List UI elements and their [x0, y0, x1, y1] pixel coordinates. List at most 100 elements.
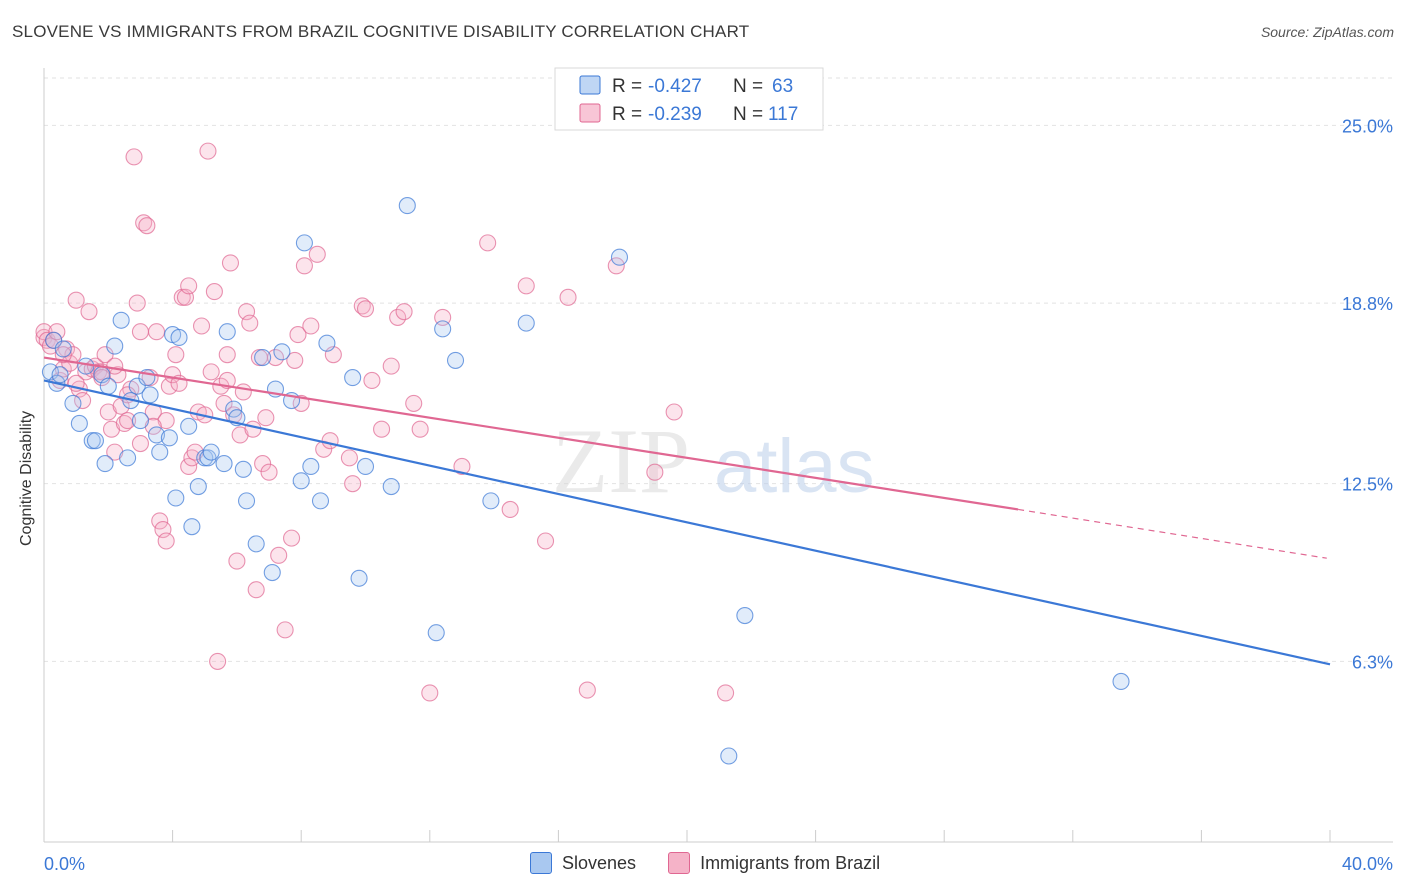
slovenes-point-11 — [96, 455, 114, 473]
brazil-point-5 — [48, 323, 66, 341]
brazil-point-71 — [270, 546, 288, 564]
brazil-point-75 — [289, 326, 307, 344]
brazil-point-1 — [35, 323, 53, 341]
brazil-point-90 — [405, 394, 423, 412]
brazil-point-65 — [241, 314, 259, 332]
slovenes-point-32 — [202, 443, 220, 461]
trend-line-slovenes — [43, 379, 1331, 666]
brazil-point-61 — [228, 552, 246, 570]
slovenes-point-63 — [720, 747, 738, 765]
brazil-point-27 — [119, 412, 137, 430]
x-tick-label-0: 0.0% — [44, 854, 85, 874]
slovenes-point-20 — [141, 386, 159, 404]
slovenes-point-37 — [234, 460, 252, 478]
legend-n-value-2: 117 — [768, 104, 798, 125]
slovenes-point-17 — [128, 377, 146, 395]
slovenes-point-33 — [215, 455, 233, 473]
brazil-point-37 — [151, 512, 169, 530]
brazil-point-78 — [302, 317, 320, 335]
y-tick-label-2: 12.5% — [1342, 475, 1393, 495]
slovenes-point-12 — [99, 377, 117, 395]
slovenes-point-22 — [151, 443, 169, 461]
legend-n-label-2: N = — [733, 104, 763, 125]
legend-top: R = -0.427 N = 63 R = -0.239 N = 117 — [554, 67, 824, 131]
brazil-point-67 — [247, 581, 265, 599]
brazil-point-69 — [254, 455, 272, 473]
y-tick-label-1: 18.8% — [1342, 294, 1393, 314]
source-label: Source: ZipAtlas.com — [1260, 24, 1394, 40]
slovenes-point-27 — [180, 417, 198, 435]
slovenes-point-62 — [1112, 672, 1130, 691]
brazil-point-39 — [157, 532, 175, 550]
slovenes-point-38 — [237, 492, 256, 510]
slovenes-point-60 — [610, 248, 629, 266]
brazil-point-84 — [356, 300, 375, 318]
brazil-point-85 — [363, 371, 381, 390]
slovenes-point-47 — [302, 457, 320, 476]
slovenes-point-4 — [54, 340, 72, 358]
slovenes-point-43 — [273, 343, 291, 361]
brazil-point-53 — [202, 363, 220, 381]
brazil-point-83 — [353, 297, 371, 315]
brazil-point-31 — [131, 323, 149, 341]
brazil-point-109 — [180, 277, 198, 295]
brazil-point-112 — [266, 348, 285, 367]
y-axis-label: Cognitive Disability — [18, 410, 35, 546]
brazil-point-86 — [373, 420, 391, 438]
slovenes-point-41 — [263, 563, 281, 582]
legend-label-slovenes: Slovenes — [562, 852, 637, 873]
legend-r-value-1: -0.427 — [648, 76, 702, 97]
brazil-point-114 — [344, 475, 362, 493]
slovenes-point-21 — [147, 426, 166, 444]
slovenes-point-1 — [45, 331, 63, 349]
slovenes-point-39 — [247, 535, 265, 553]
legend-n-label-1: N = — [733, 76, 763, 97]
slovenes-point-18 — [131, 412, 149, 430]
brazil-point-42 — [167, 346, 185, 364]
slovenes-point-53 — [382, 477, 400, 496]
slovenes-point-40 — [254, 348, 272, 367]
brazil-point-97 — [517, 277, 535, 295]
brazil-point-76 — [292, 394, 310, 412]
tick-labels: 25.0% 18.8% 12.5% 6.3% 0.0% 40.0% — [44, 116, 1393, 874]
brazil-point-99 — [559, 288, 577, 306]
legend-r-label-2: R = — [612, 104, 642, 125]
brazil-point-91 — [411, 420, 429, 438]
brazil-point-73 — [283, 529, 301, 547]
legend-swatch-brazil-bottom — [668, 852, 691, 874]
y-tick-label-0: 25.0% — [1342, 116, 1393, 136]
slovenes-point-54 — [398, 197, 416, 215]
brazil-point-87 — [382, 357, 400, 375]
brazil-point-104 — [717, 684, 735, 702]
brazil-point-26 — [115, 414, 133, 433]
brazil-point-111 — [257, 409, 275, 427]
brazil-point-58 — [218, 346, 236, 364]
brazil-point-82 — [340, 449, 358, 467]
slovenes-point-52 — [356, 457, 375, 476]
slovenes-point-35 — [225, 400, 243, 418]
brazil-point-63 — [234, 383, 252, 401]
legend-swatch-slovenes-bottom — [530, 852, 552, 874]
slovenes-point-48 — [311, 492, 330, 510]
brazil-point-55 — [209, 652, 227, 670]
brazil-point-29 — [125, 148, 143, 166]
x-tick-label-1: 40.0% — [1342, 854, 1393, 874]
trend-line-brazil-extension — [1018, 508, 1327, 559]
slovenes-point-49 — [318, 334, 336, 352]
brazil-point-74 — [286, 351, 304, 369]
brazil-point-33 — [138, 217, 156, 235]
slovenes-point-57 — [446, 351, 465, 369]
chart-title: SLOVENE VS IMMIGRANTS FROM BRAZIL COGNIT… — [12, 22, 750, 41]
brazil-point-66 — [244, 420, 262, 438]
brazil-point-57 — [215, 394, 233, 412]
slovenes-point-3 — [51, 366, 69, 384]
legend-n-value-1: 63 — [772, 76, 793, 97]
brazil-point-50 — [192, 317, 211, 335]
brazil-point-103 — [665, 403, 683, 421]
legend-r-value-2: -0.239 — [648, 104, 702, 125]
brazil-point-113 — [321, 432, 339, 450]
y-tick-label-3: 6.3% — [1352, 652, 1393, 672]
legend-label-brazil: Immigrants from Brazil — [700, 852, 881, 873]
legend-swatch-slovenes — [579, 75, 601, 95]
brazil-point-52 — [199, 142, 217, 160]
